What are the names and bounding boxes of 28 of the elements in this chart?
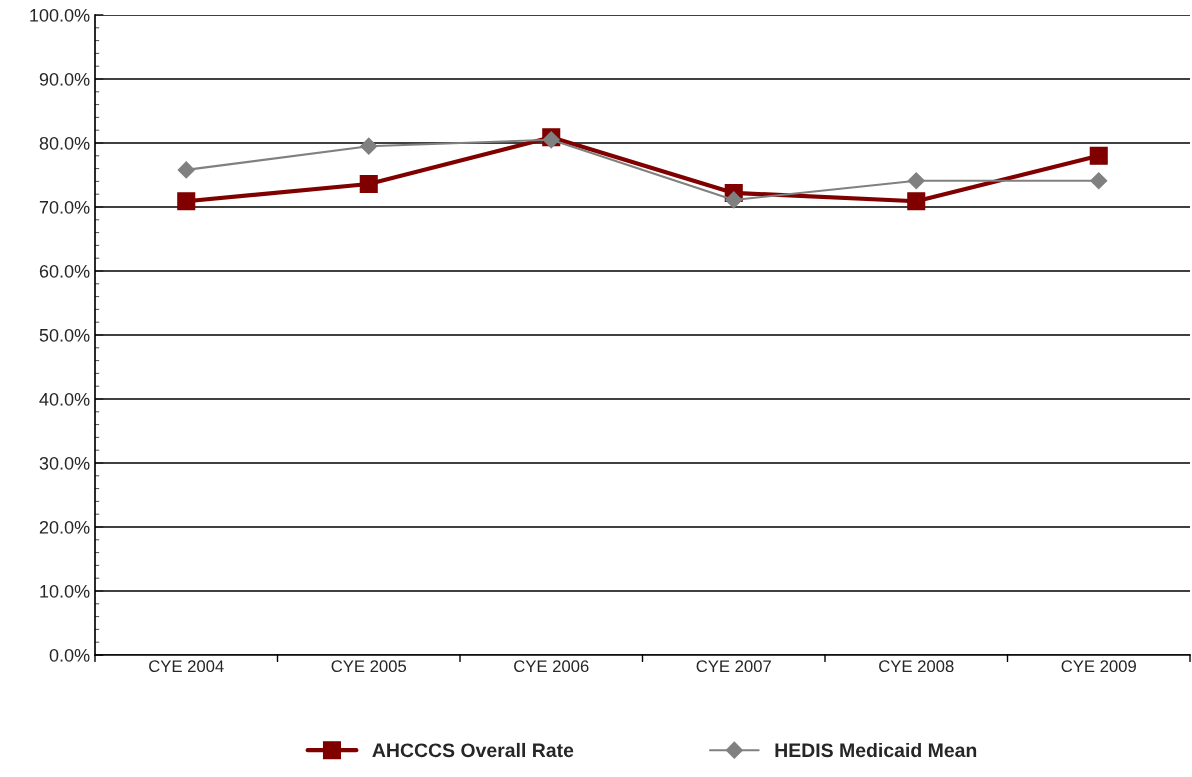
y-tick-label: 50.0% — [39, 328, 90, 342]
x-tick-label: CYE 2005 — [331, 660, 407, 673]
y-tick-label: 30.0% — [39, 456, 90, 470]
point — [177, 161, 195, 179]
y-tick-label: 60.0% — [39, 264, 90, 278]
point — [907, 172, 925, 190]
x-tick-label: CYE 2004 — [149, 660, 224, 673]
y-tick-label: 90.0% — [39, 72, 90, 86]
point — [907, 192, 926, 211]
point — [1090, 172, 1108, 190]
x-tick-label: CYE 2008 — [879, 660, 954, 673]
legend-label: AHCCCS Overall Rate — [372, 742, 574, 758]
y-tick-label: 0.0% — [49, 648, 90, 662]
y-tick-label: 40.0% — [39, 392, 90, 406]
point — [725, 191, 743, 209]
y-tick-label: 10.0% — [40, 584, 90, 598]
point — [359, 174, 378, 193]
point — [1089, 146, 1108, 165]
y-tick-label: 70.0% — [39, 200, 90, 214]
x-tick-label: CYE 2007 — [696, 660, 771, 673]
y-tick-label: 20.0% — [39, 520, 90, 534]
x-tick-label: CYE 2006 — [514, 660, 589, 673]
y-tick-label: 100.0% — [30, 8, 90, 22]
legend-label: HEDIS Medicaid Mean — [775, 742, 977, 758]
x-tick-label: CYE 2009 — [1061, 660, 1136, 673]
point — [177, 192, 196, 211]
point — [360, 137, 378, 155]
y-tick-label: 80.0% — [39, 136, 90, 150]
